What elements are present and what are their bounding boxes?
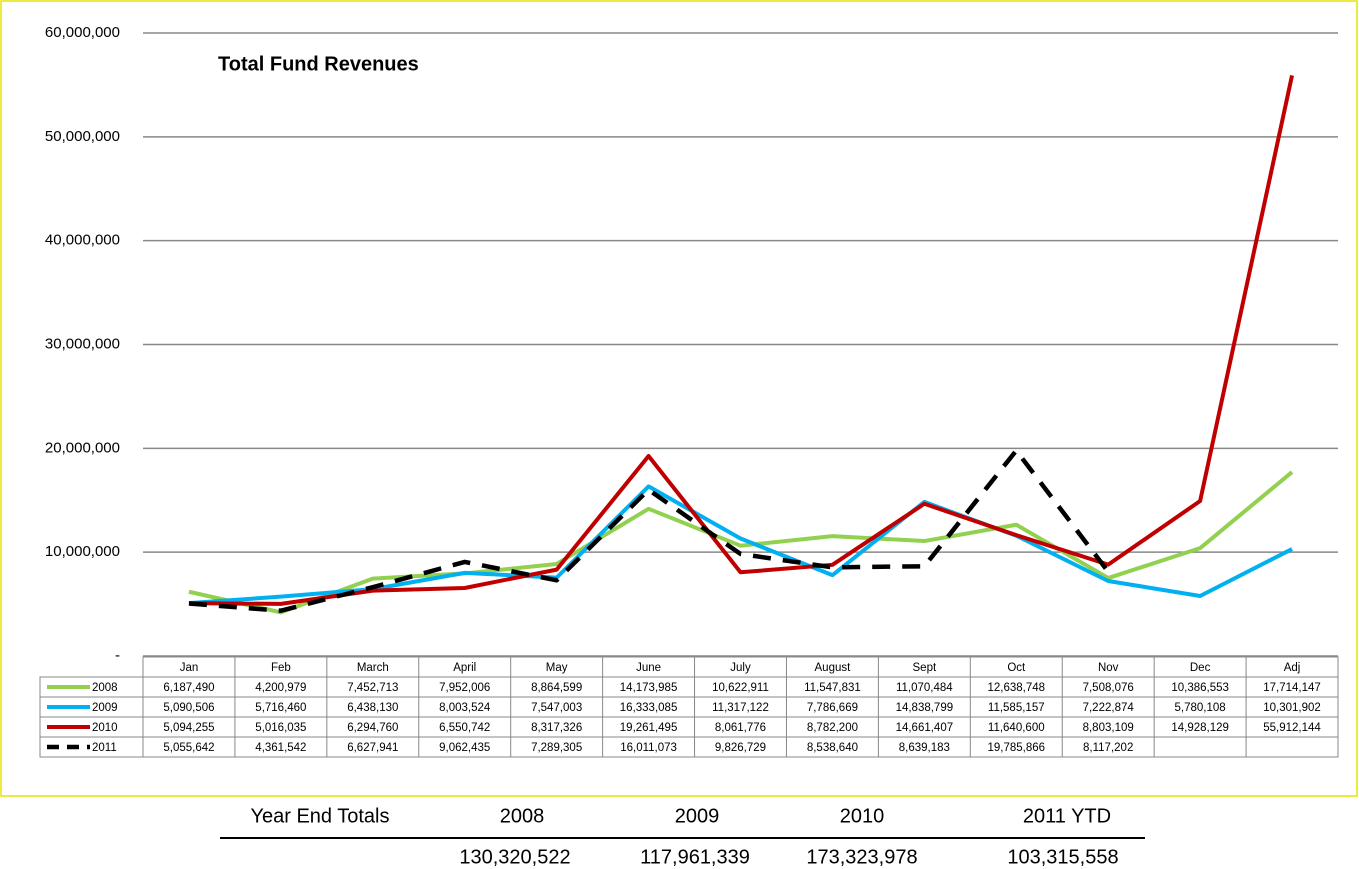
data-table-value: 19,261,495 (620, 722, 678, 734)
legend-label: 2008 (92, 682, 118, 694)
y-tick-label: - (115, 647, 120, 664)
data-table-value: 11,585,157 (988, 702, 1045, 714)
totals-value: 130,320,522 (459, 846, 570, 868)
data-table-value: 19,785,866 (987, 742, 1045, 754)
data-table-value: 6,294,760 (347, 722, 398, 734)
x-tick-label: Adj (1284, 662, 1301, 674)
data-table-value: 10,386,553 (1171, 682, 1229, 694)
data-table-value: 14,173,985 (620, 682, 678, 694)
data-table-value: 11,547,831 (804, 682, 861, 694)
data-table-value: 5,090,506 (163, 702, 214, 714)
x-tick-label: August (815, 662, 852, 674)
data-table-value: 7,508,076 (1083, 682, 1134, 694)
data-table-value: 5,716,460 (255, 702, 306, 714)
data-table-value: 10,301,902 (1263, 702, 1321, 714)
chart-title: Total Fund Revenues (218, 53, 419, 75)
data-table-value: 7,222,874 (1083, 702, 1135, 714)
totals-column: 2008 (500, 805, 545, 827)
y-tick-label: 30,000,000 (45, 335, 120, 352)
data-table-value: 7,452,713 (347, 682, 398, 694)
x-tick-label: Sept (913, 662, 937, 674)
y-tick-label: 60,000,000 (45, 24, 120, 41)
x-tick-label: Oct (1007, 662, 1026, 674)
data-table-value: 11,640,600 (988, 722, 1045, 734)
data-table-value: 11,070,484 (896, 682, 953, 694)
data-table-value: 4,200,979 (255, 682, 306, 694)
legend-label: 2011 (92, 742, 117, 754)
data-table-value: 7,952,006 (439, 682, 490, 694)
data-table-value: 10,622,911 (712, 682, 769, 694)
data-table-value: 11,317,122 (712, 702, 769, 714)
data-table-value: 12,638,748 (987, 682, 1045, 694)
data-table-value: 6,627,941 (347, 742, 398, 754)
totals-value: 173,323,978 (806, 846, 917, 868)
data-table-value: 8,538,640 (807, 742, 858, 754)
data-table-value: 5,055,642 (163, 742, 214, 754)
totals-column: 2009 (675, 805, 720, 827)
series-line (188, 470, 1294, 615)
data-table-value: 4,361,542 (255, 742, 306, 754)
x-tick-label: July (730, 662, 751, 674)
x-tick-label: Nov (1098, 662, 1119, 674)
y-tick-label: 50,000,000 (45, 128, 120, 145)
data-table-value: 55,912,144 (1263, 722, 1321, 734)
x-tick-label: April (453, 662, 476, 674)
data-table-value: 16,333,085 (620, 702, 678, 714)
data-table-value: 6,438,130 (347, 702, 398, 714)
x-tick-label: Jan (180, 662, 199, 674)
x-tick-label: May (546, 662, 568, 674)
data-table-value: 14,838,799 (896, 702, 954, 714)
data-table-value: 8,864,599 (531, 682, 582, 694)
chart-border (0, 0, 1358, 797)
data-table-value: 7,786,669 (807, 702, 858, 714)
x-tick-label: Feb (271, 662, 291, 674)
data-table-value: 5,780,108 (1175, 702, 1226, 714)
data-table-value: 8,782,200 (807, 722, 858, 734)
data-table-value: 6,187,490 (163, 682, 214, 694)
data-table-value: 8,117,202 (1083, 742, 1133, 754)
totals-label: Year End Totals (251, 805, 390, 827)
data-table-value: 8,803,109 (1083, 722, 1134, 734)
data-table-value: 14,928,129 (1171, 722, 1229, 734)
y-tick-label: 40,000,000 (45, 232, 120, 249)
data-table-value: 8,639,183 (899, 742, 950, 754)
data-table-value: 5,016,035 (255, 722, 306, 734)
y-tick-label: 10,000,000 (45, 543, 120, 560)
data-table-value: 9,062,435 (439, 742, 490, 754)
data-table-value: 7,289,305 (531, 742, 582, 754)
x-tick-label: March (357, 662, 389, 674)
totals-column: 2011 YTD (1023, 805, 1111, 827)
data-table-value: 14,661,407 (896, 722, 954, 734)
data-table-value: 8,317,326 (531, 722, 582, 734)
data-table-value: 6,550,742 (439, 722, 490, 734)
x-tick-label: Dec (1190, 662, 1211, 674)
data-table-value: 5,094,255 (163, 722, 214, 734)
data-table-value: 17,714,147 (1263, 682, 1321, 694)
totals-value: 103,315,558 (1007, 846, 1118, 868)
data-table-value: 9,826,729 (715, 742, 766, 754)
y-tick-label: 20,000,000 (45, 439, 120, 456)
totals-value: 117,961,339 (640, 846, 750, 868)
series-line (188, 448, 1110, 613)
totals-column: 2010 (840, 805, 885, 827)
x-tick-label: June (636, 662, 661, 674)
legend-label: 2009 (92, 702, 118, 714)
data-table-value: 7,547,003 (531, 702, 582, 714)
data-table-value: 8,061,776 (715, 722, 766, 734)
data-table-value: 16,011,073 (620, 742, 677, 754)
legend-label: 2010 (92, 722, 118, 734)
data-table-value: 8,003,524 (439, 702, 491, 714)
series-line (188, 75, 1294, 606)
